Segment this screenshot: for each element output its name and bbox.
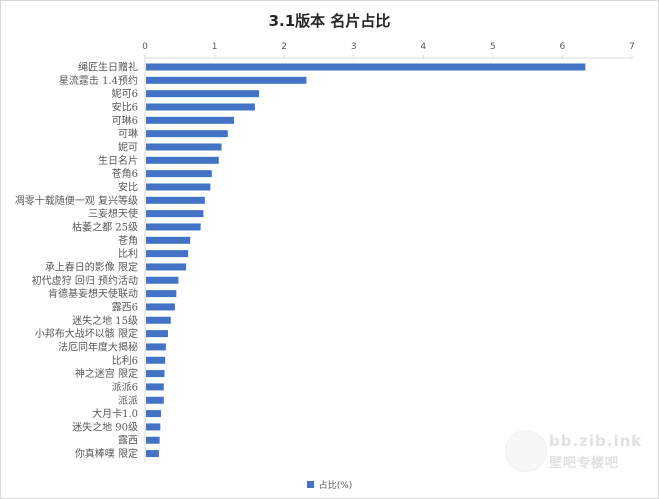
bar bbox=[146, 263, 187, 271]
category-label: 可琳 bbox=[118, 128, 138, 140]
bar bbox=[146, 250, 189, 258]
bar bbox=[146, 316, 171, 324]
category-label: 可琳6 bbox=[112, 115, 138, 127]
bar bbox=[146, 196, 205, 204]
category-label: 生日名片 bbox=[98, 154, 138, 167]
category-label: 迷失之地 90级 bbox=[72, 420, 138, 433]
x-tick-label: 5 bbox=[490, 42, 496, 52]
category-label: 绳匠生日赠礼 bbox=[78, 61, 138, 74]
bar bbox=[146, 103, 255, 111]
bar bbox=[146, 143, 222, 151]
category-label: 妮可6 bbox=[112, 87, 138, 100]
category-label: 星流霆击 1.4预约 bbox=[59, 74, 138, 87]
bar bbox=[146, 343, 166, 351]
category-label: 大月卡1.0 bbox=[92, 407, 138, 420]
watermark-text: bb.zib.ink bbox=[549, 432, 643, 450]
bar bbox=[146, 383, 164, 391]
bar bbox=[146, 370, 165, 378]
category-label: 法厄同年度大揭秘 bbox=[58, 340, 138, 353]
category-label: 露西 bbox=[118, 435, 138, 447]
watermark: bb.zib.ink 壁吧专楼吧 bbox=[505, 428, 650, 478]
x-tick-label: 3 bbox=[351, 42, 357, 52]
bar bbox=[146, 223, 201, 231]
bar bbox=[146, 410, 162, 418]
bar bbox=[146, 330, 168, 338]
bar bbox=[146, 63, 586, 71]
bar bbox=[146, 436, 160, 444]
bar bbox=[146, 303, 175, 311]
category-label: 派派6 bbox=[112, 381, 138, 393]
chart-title: 3.1版本 名片占比 bbox=[268, 12, 391, 30]
category-label: 苍角6 bbox=[112, 167, 138, 180]
category-label: 肯德基妄想天使联动 bbox=[48, 287, 138, 300]
category-label: 神之迷宫 限定 bbox=[75, 367, 138, 380]
bar bbox=[146, 90, 260, 98]
watermark-avatar-icon bbox=[505, 430, 547, 472]
category-label: 露西6 bbox=[112, 301, 138, 313]
legend-label: 占比(%) bbox=[318, 481, 353, 491]
bar bbox=[146, 236, 191, 244]
category-label: 小邦布大战坏以骸 限定 bbox=[35, 327, 138, 340]
x-tick-label: 0 bbox=[142, 42, 148, 52]
category-label: 派派 bbox=[118, 395, 138, 407]
category-label: 初代虚狩 回归 预约活动 bbox=[32, 274, 138, 287]
category-label: 苍角 bbox=[118, 234, 138, 247]
category-label: 安比 bbox=[118, 180, 138, 193]
bar bbox=[146, 423, 161, 431]
bar bbox=[146, 130, 228, 138]
bar bbox=[146, 450, 159, 458]
category-label: 承上春日的影像 限定 bbox=[45, 260, 138, 273]
category-label: 安比6 bbox=[112, 100, 138, 113]
bar bbox=[146, 210, 204, 218]
bar bbox=[146, 183, 211, 191]
bar bbox=[146, 356, 166, 364]
watermark-subtext: 壁吧专楼吧 bbox=[549, 456, 620, 471]
category-label: 比利 bbox=[118, 248, 138, 260]
x-tick-label: 7 bbox=[629, 42, 635, 52]
category-label: 枯萎之都 25级 bbox=[72, 220, 138, 233]
category-label: 比利6 bbox=[112, 355, 138, 367]
legend: 占比(%) bbox=[0, 478, 659, 491]
x-tick-label: 4 bbox=[420, 42, 426, 52]
category-label: 三妄想天使 bbox=[88, 207, 138, 220]
bar bbox=[146, 76, 307, 84]
category-label: 你真棒噗 限定 bbox=[75, 447, 138, 460]
bar bbox=[146, 276, 179, 284]
bar bbox=[146, 290, 177, 298]
bar bbox=[146, 156, 219, 164]
legend-swatch bbox=[306, 481, 314, 488]
bar bbox=[146, 170, 212, 178]
category-label: 妮可 bbox=[118, 140, 138, 153]
category-label: 凋零十载随便一观 复兴等级 bbox=[15, 194, 138, 207]
x-tick-label: 6 bbox=[560, 42, 566, 52]
bar bbox=[146, 396, 164, 404]
x-tick-label: 1 bbox=[212, 42, 218, 52]
bar bbox=[146, 116, 235, 124]
x-tick-label: 2 bbox=[281, 42, 287, 52]
category-label: 迷失之地 15级 bbox=[72, 314, 138, 327]
